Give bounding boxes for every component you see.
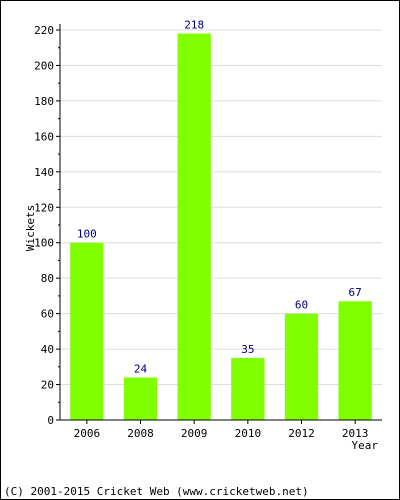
y-axis-ticks: 0 20 40 60 80 100 120 140 160 180 200 220 bbox=[34, 24, 60, 427]
data-label-2006: 100 bbox=[77, 228, 97, 241]
x-axis-title: Year bbox=[352, 439, 379, 452]
x-tick-label-2013: 2013 bbox=[342, 427, 369, 440]
x-axis-ticks: 2006 2008 2009 2010 2012 2013 bbox=[74, 420, 369, 440]
x-tick-label-2009: 2009 bbox=[181, 427, 208, 440]
y-tick-label: 0 bbox=[47, 414, 54, 427]
y-tick-label: 40 bbox=[41, 343, 54, 356]
data-label-2013: 67 bbox=[349, 286, 362, 299]
bar-2010 bbox=[231, 357, 265, 420]
x-tick-label-2010: 2010 bbox=[235, 427, 262, 440]
data-label-2012: 60 bbox=[295, 299, 308, 312]
y-tick-label: 20 bbox=[41, 379, 54, 392]
x-tick-label-2008: 2008 bbox=[127, 427, 154, 440]
copyright-footer: (C) 2001-2015 Cricket Web (www.cricketwe… bbox=[4, 485, 309, 498]
y-tick-label: 80 bbox=[41, 272, 54, 285]
bar-2009 bbox=[177, 33, 211, 420]
gridlines bbox=[60, 29, 382, 386]
y-tick-label: 180 bbox=[34, 95, 54, 108]
data-label-2008: 24 bbox=[134, 362, 148, 375]
y-tick-label: 200 bbox=[34, 59, 54, 72]
bar-2012 bbox=[284, 313, 319, 420]
bars bbox=[70, 33, 372, 420]
bar-2006 bbox=[70, 242, 104, 420]
y-tick-label: 160 bbox=[34, 130, 54, 143]
y-tick-label: 220 bbox=[34, 24, 54, 37]
y-tick-label: 100 bbox=[34, 237, 54, 250]
axes bbox=[59, 24, 382, 421]
y-tick-label: 140 bbox=[34, 166, 54, 179]
y-tick-label: 120 bbox=[34, 201, 54, 214]
data-labels: 100 24 218 35 60 67 bbox=[77, 19, 362, 376]
y-axis-title: Wickets bbox=[24, 205, 37, 251]
bar-2008 bbox=[123, 377, 158, 420]
data-label-2009: 218 bbox=[184, 19, 204, 32]
y-tick-label: 60 bbox=[41, 308, 54, 321]
data-label-2010: 35 bbox=[241, 343, 254, 356]
x-tick-label-2006: 2006 bbox=[74, 427, 101, 440]
x-tick-label-2012: 2012 bbox=[288, 427, 315, 440]
bar-2013 bbox=[338, 301, 372, 420]
